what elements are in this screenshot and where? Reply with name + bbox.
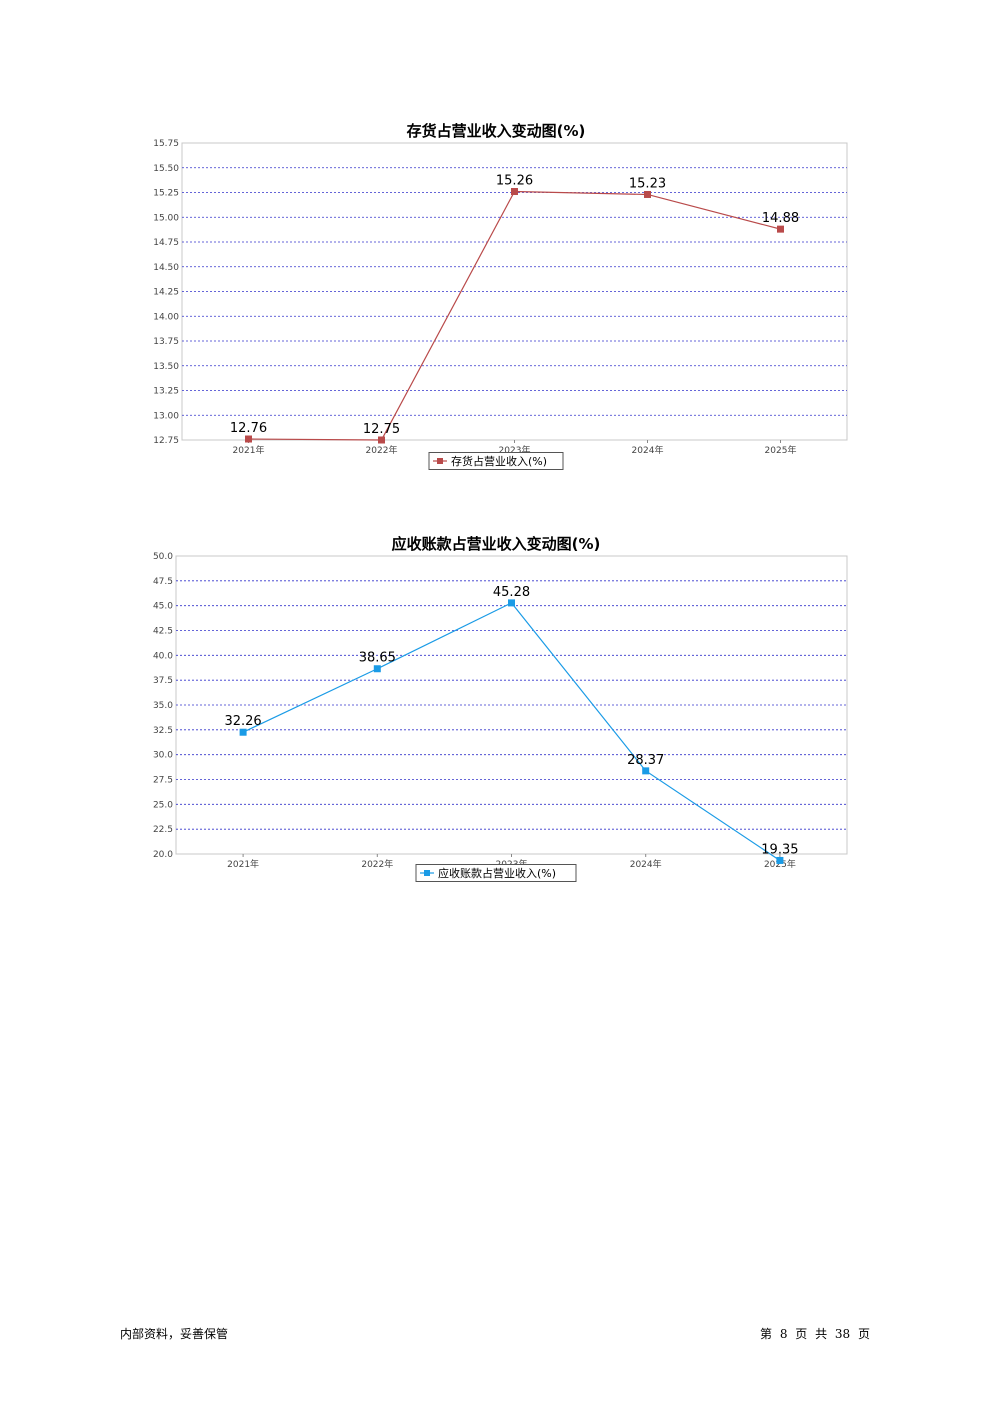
data-label: 15.26 <box>496 174 533 189</box>
chart-svg: 20.0 22.5 25.0 27.5 30.0 32.5 35.0 37.5 40.0 42.5… <box>153 552 848 882</box>
y-tick-label: 22.5 <box>153 825 173 835</box>
chart-receivables-ratio: 应收账款占营业收入变动图(%) 20.0 22.5 25.0 27.5 30.0 32.5… <box>0 528 992 908</box>
legend-swatch-marker <box>437 458 443 464</box>
y-tick-label: 42.5 <box>153 627 173 637</box>
footer-page-number: 第 8 页 共 38 页 <box>760 1327 870 1341</box>
chart-title: 应收账款占营业收入变动图(%) <box>391 535 601 553</box>
chart-title: 存货占营业收入变动图(%) <box>406 122 586 140</box>
y-tick-label: 13.00 <box>153 411 179 421</box>
y-tick-label: 15.50 <box>153 164 179 174</box>
x-tick-label: 2024年 <box>630 858 662 870</box>
legend-box <box>415 864 577 882</box>
y-tick-label: 50.0 <box>153 552 173 562</box>
data-point <box>508 599 515 607</box>
x-tick-label: 2021年 <box>233 444 265 456</box>
y-tick-label: 47.5 <box>153 577 173 587</box>
y-tick-label: 13.25 <box>153 387 179 397</box>
data-label: 15.23 <box>629 176 666 191</box>
y-tick-label: 15.75 <box>153 139 179 149</box>
legend-label: 应收账款占营业收入(%) <box>438 866 556 880</box>
y-tick-label: 15.00 <box>153 213 179 223</box>
x-tick-label: 2022年 <box>366 444 398 456</box>
x-tick-label: 2024年 <box>632 444 664 456</box>
y-tick-label: 32.5 <box>153 726 173 736</box>
data-label: 32.26 <box>224 714 261 729</box>
data-point <box>776 856 784 864</box>
data-point <box>777 225 784 233</box>
y-tick-label: 35.0 <box>153 701 173 711</box>
legend-box <box>428 452 564 470</box>
data-label: 19.35 <box>761 842 798 857</box>
chart-svg: 12.75 13.00 13.25 13.50 13.75 14.00 14.25 14.50… <box>153 139 848 470</box>
x-tick-label: 2025年 <box>764 858 796 870</box>
y-tick-label: 25.0 <box>153 800 173 810</box>
data-label: 38.65 <box>359 651 396 666</box>
data-point <box>378 436 385 444</box>
y-tick-label: 40.0 <box>153 651 173 661</box>
y-tick-label: 14.75 <box>153 238 179 248</box>
y-tick-label: 20.0 <box>153 850 173 860</box>
legend-swatch-marker <box>424 870 430 876</box>
footer-confidential-note: 内部资料，妥善保管 <box>120 1327 229 1341</box>
y-tick-label: 30.0 <box>153 751 173 761</box>
x-tick-label: 2021年 <box>227 858 259 870</box>
x-tick-label: 2022年 <box>361 858 393 870</box>
y-tick-label: 14.50 <box>153 263 179 273</box>
chart-inventory-ratio: 存货占营业收入变动图(%) 12.75 13.00 13.25 13.50 13.75 1… <box>0 115 992 495</box>
data-point <box>373 665 381 673</box>
y-tick-label: 37.5 <box>153 676 173 686</box>
y-tick-label: 27.5 <box>153 776 173 786</box>
data-point <box>642 767 650 775</box>
data-label: 14.88 <box>762 211 799 226</box>
x-tick-label: 2025年 <box>765 444 797 456</box>
y-tick-label: 14.25 <box>153 288 179 298</box>
data-label: 45.28 <box>493 585 530 600</box>
data-label: 12.75 <box>363 422 400 437</box>
y-tick-label: 14.00 <box>153 312 179 322</box>
y-tick-label: 13.50 <box>153 362 179 372</box>
y-tick-label: 15.25 <box>153 189 179 199</box>
data-point <box>245 435 252 443</box>
y-tick-label: 12.75 <box>153 436 179 446</box>
data-point <box>511 188 518 196</box>
data-label: 28.37 <box>627 753 664 768</box>
data-point <box>239 728 247 736</box>
y-tick-label: 13.75 <box>153 337 179 347</box>
data-point <box>644 190 651 198</box>
legend-label: 存货占营业收入(%) <box>451 454 547 468</box>
y-tick-label: 45.0 <box>153 602 173 612</box>
data-label: 12.76 <box>230 421 267 436</box>
